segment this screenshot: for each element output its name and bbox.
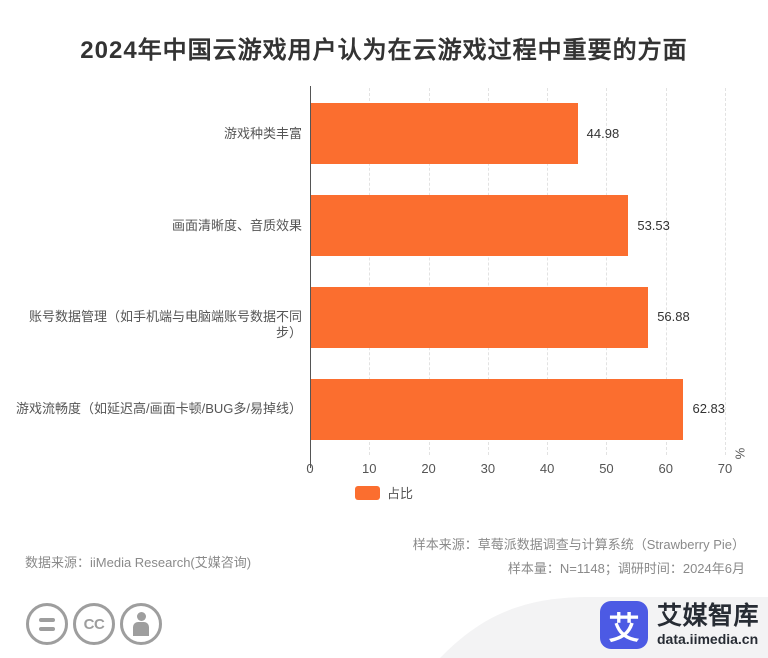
bar	[311, 378, 684, 440]
category-label: 画面清晰度、音质效果	[171, 217, 302, 233]
y-axis-line	[310, 86, 311, 468]
value-label: 62.83	[692, 401, 726, 417]
grid-line	[665, 88, 667, 455]
category-label: 账号数据管理（如手机端与电脑端账号数据不同步）	[28, 309, 302, 341]
grid-line	[369, 88, 371, 455]
bar	[311, 195, 629, 257]
person-attribution-icon	[120, 603, 162, 645]
value-label: 53.53	[637, 217, 670, 233]
brand-logo-icon: 艾	[600, 601, 648, 649]
footer-data-source: 数据来源：iiMedia Research(艾媒咨询)	[25, 555, 252, 570]
legend-swatch	[354, 485, 380, 500]
brand-text: 艾媒智库 data.iimedia.cn	[657, 601, 759, 647]
license-icons: CC	[26, 603, 162, 645]
category-label: 游戏流畅度（如延迟高/画面卡顿/BUG多/易掉线）	[15, 401, 302, 417]
brand-logo: 艾 艾媒智库 data.iimedia.cn	[600, 601, 759, 649]
category-label: 游戏种类丰富	[223, 125, 302, 141]
axis-unit-label: %	[732, 447, 748, 460]
value-label: 56.88	[657, 309, 690, 325]
grid-line	[487, 88, 489, 455]
bar	[311, 103, 578, 165]
brand-name: 艾媒智库	[657, 602, 760, 630]
grid-line	[428, 88, 430, 455]
creative-commons-icon: CC	[73, 603, 115, 645]
footer-sample-info: 样本量：N=1148；调研时间：2024年6月	[507, 561, 745, 576]
x-tick-label: 0	[306, 461, 314, 476]
x-tick-label: 30	[480, 461, 496, 476]
x-tick-label: 50	[599, 461, 614, 476]
footer-sample-block: 样本来源：草莓派数据调查与计算系统（Strawberry Pie） 样本量：N=…	[413, 533, 745, 581]
equals-icon	[26, 603, 68, 645]
bar	[311, 286, 649, 348]
x-tick-label: 70	[717, 461, 733, 476]
x-tick-label: 20	[421, 461, 436, 476]
grid-line	[606, 88, 608, 455]
value-label: 44.98	[586, 125, 620, 141]
page-title: 2024年中国云游戏用户认为在云游戏过程中重要的方面	[80, 37, 688, 64]
grid-line	[547, 88, 549, 455]
grid-line	[725, 88, 726, 455]
brand-url: data.iimedia.cn	[657, 631, 759, 647]
legend: 占比	[0, 483, 768, 502]
x-tick-label: 10	[362, 461, 377, 476]
x-tick-label: 60	[658, 461, 673, 476]
x-tick-label: 40	[539, 461, 555, 476]
footer-sample-source: 样本来源：草莓派数据调查与计算系统（Strawberry Pie）	[412, 537, 745, 552]
legend-label: 占比	[386, 486, 413, 501]
